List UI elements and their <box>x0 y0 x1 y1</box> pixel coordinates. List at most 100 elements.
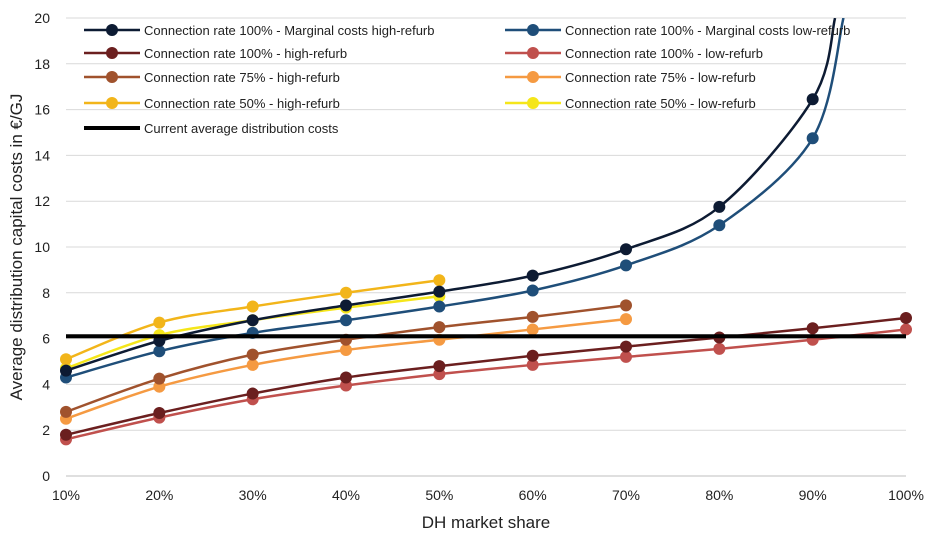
legend-item: Connection rate 50% - low-refurb <box>505 96 756 111</box>
legend-label: Connection rate 50% - high-refurb <box>144 96 340 111</box>
data-point <box>900 311 912 324</box>
data-point <box>246 314 259 327</box>
data-point <box>620 340 632 353</box>
legend-label: Connection rate 100% - high-refurb <box>144 46 347 61</box>
data-point <box>433 300 446 313</box>
y-tick-label: 18 <box>34 56 50 72</box>
data-point <box>526 358 539 371</box>
data-point <box>340 344 352 357</box>
legend-item: Connection rate 100% - Marginal costs lo… <box>505 23 850 38</box>
x-tick-label: 50% <box>425 487 453 503</box>
data-point <box>246 348 259 361</box>
x-tick-label: 80% <box>705 487 733 503</box>
legend-label: Connection rate 75% - low-refurb <box>565 70 756 85</box>
data-point <box>60 353 72 366</box>
legend-swatch-marker <box>527 24 539 36</box>
data-point <box>153 316 166 329</box>
series-5 <box>60 313 632 425</box>
data-point <box>153 372 166 385</box>
x-tick-label: 90% <box>799 487 827 503</box>
legend-swatch-marker <box>106 71 118 83</box>
data-point <box>153 407 166 420</box>
data-point <box>433 360 446 373</box>
x-tick-label: 100% <box>888 487 924 503</box>
legend-swatch-marker <box>527 71 539 83</box>
legend-item: Connection rate 100% - high-refurb <box>84 46 347 61</box>
data-point <box>713 200 726 213</box>
data-point <box>340 299 352 312</box>
legend-item: Connection rate 100% - Marginal costs hi… <box>84 23 434 38</box>
data-point <box>526 349 539 362</box>
plot-area <box>60 18 912 446</box>
x-tick-label: 10% <box>52 487 80 503</box>
data-point <box>60 364 72 377</box>
legend-swatch-marker <box>527 47 539 59</box>
data-point <box>526 269 539 282</box>
legend-swatch-marker <box>106 24 118 36</box>
legend-label: Connection rate 100% - Marginal costs lo… <box>565 23 850 38</box>
y-tick-label: 8 <box>42 285 50 301</box>
legend-item: Connection rate 100% - low-refurb <box>505 46 763 61</box>
y-tick-label: 10 <box>34 239 50 255</box>
y-tick-labels: 0 2 4 6 8 10 12 14 16 18 20 <box>34 10 50 484</box>
series-line <box>65 18 845 379</box>
series-4 <box>60 299 632 418</box>
data-point <box>526 323 539 336</box>
data-point <box>60 405 72 418</box>
y-tick-label: 12 <box>34 193 50 209</box>
data-point <box>433 274 446 287</box>
y-tick-label: 14 <box>34 147 50 163</box>
legend-label: Connection rate 100% - low-refurb <box>565 46 763 61</box>
legend-item: Current average distribution costs <box>84 121 339 136</box>
y-tick-label: 20 <box>34 10 50 26</box>
data-point <box>340 371 352 384</box>
x-tick-label: 60% <box>519 487 547 503</box>
data-point <box>433 321 446 334</box>
data-point <box>340 286 352 299</box>
legend-item: Connection rate 75% - low-refurb <box>505 70 756 85</box>
data-point <box>620 243 632 256</box>
data-point <box>246 358 259 371</box>
y-tick-label: 16 <box>34 102 50 118</box>
data-point <box>153 345 166 358</box>
grid-lines <box>66 17 906 477</box>
series-2 <box>60 311 912 441</box>
legend-swatch-marker <box>106 97 118 109</box>
legend-label: Connection rate 100% - Marginal costs hi… <box>144 23 434 38</box>
series-line <box>65 328 907 441</box>
series-1 <box>60 18 845 384</box>
data-point <box>806 322 819 335</box>
y-tick-label: 6 <box>42 331 50 347</box>
x-axis-title: DH market share <box>422 513 550 532</box>
data-point <box>246 300 259 313</box>
legend-label: Current average distribution costs <box>144 121 339 136</box>
legend-label: Connection rate 50% - low-refurb <box>565 96 756 111</box>
legend-label: Connection rate 75% - high-refurb <box>144 70 340 85</box>
data-point <box>806 93 819 106</box>
legend: Connection rate 100% - Marginal costs hi… <box>84 23 850 136</box>
data-point <box>246 387 259 400</box>
data-point <box>526 284 539 297</box>
data-point <box>620 259 632 272</box>
y-tick-label: 4 <box>42 376 50 392</box>
data-point <box>340 314 352 327</box>
y-tick-label: 2 <box>42 422 50 438</box>
x-tick-label: 30% <box>239 487 267 503</box>
legend-swatch-marker <box>106 47 118 59</box>
data-point <box>806 132 819 145</box>
x-tick-label: 70% <box>612 487 640 503</box>
data-point <box>900 323 912 336</box>
data-point <box>620 299 632 312</box>
series-line <box>65 18 837 372</box>
legend-swatch-marker <box>527 97 539 109</box>
data-point <box>60 428 72 441</box>
data-point <box>713 342 726 355</box>
data-point <box>620 350 632 363</box>
x-tick-label: 40% <box>332 487 360 503</box>
x-tick-label: 20% <box>145 487 173 503</box>
legend-item: Connection rate 75% - high-refurb <box>84 70 340 85</box>
series-line <box>65 316 907 436</box>
data-point <box>620 313 632 326</box>
series-0 <box>60 18 837 377</box>
